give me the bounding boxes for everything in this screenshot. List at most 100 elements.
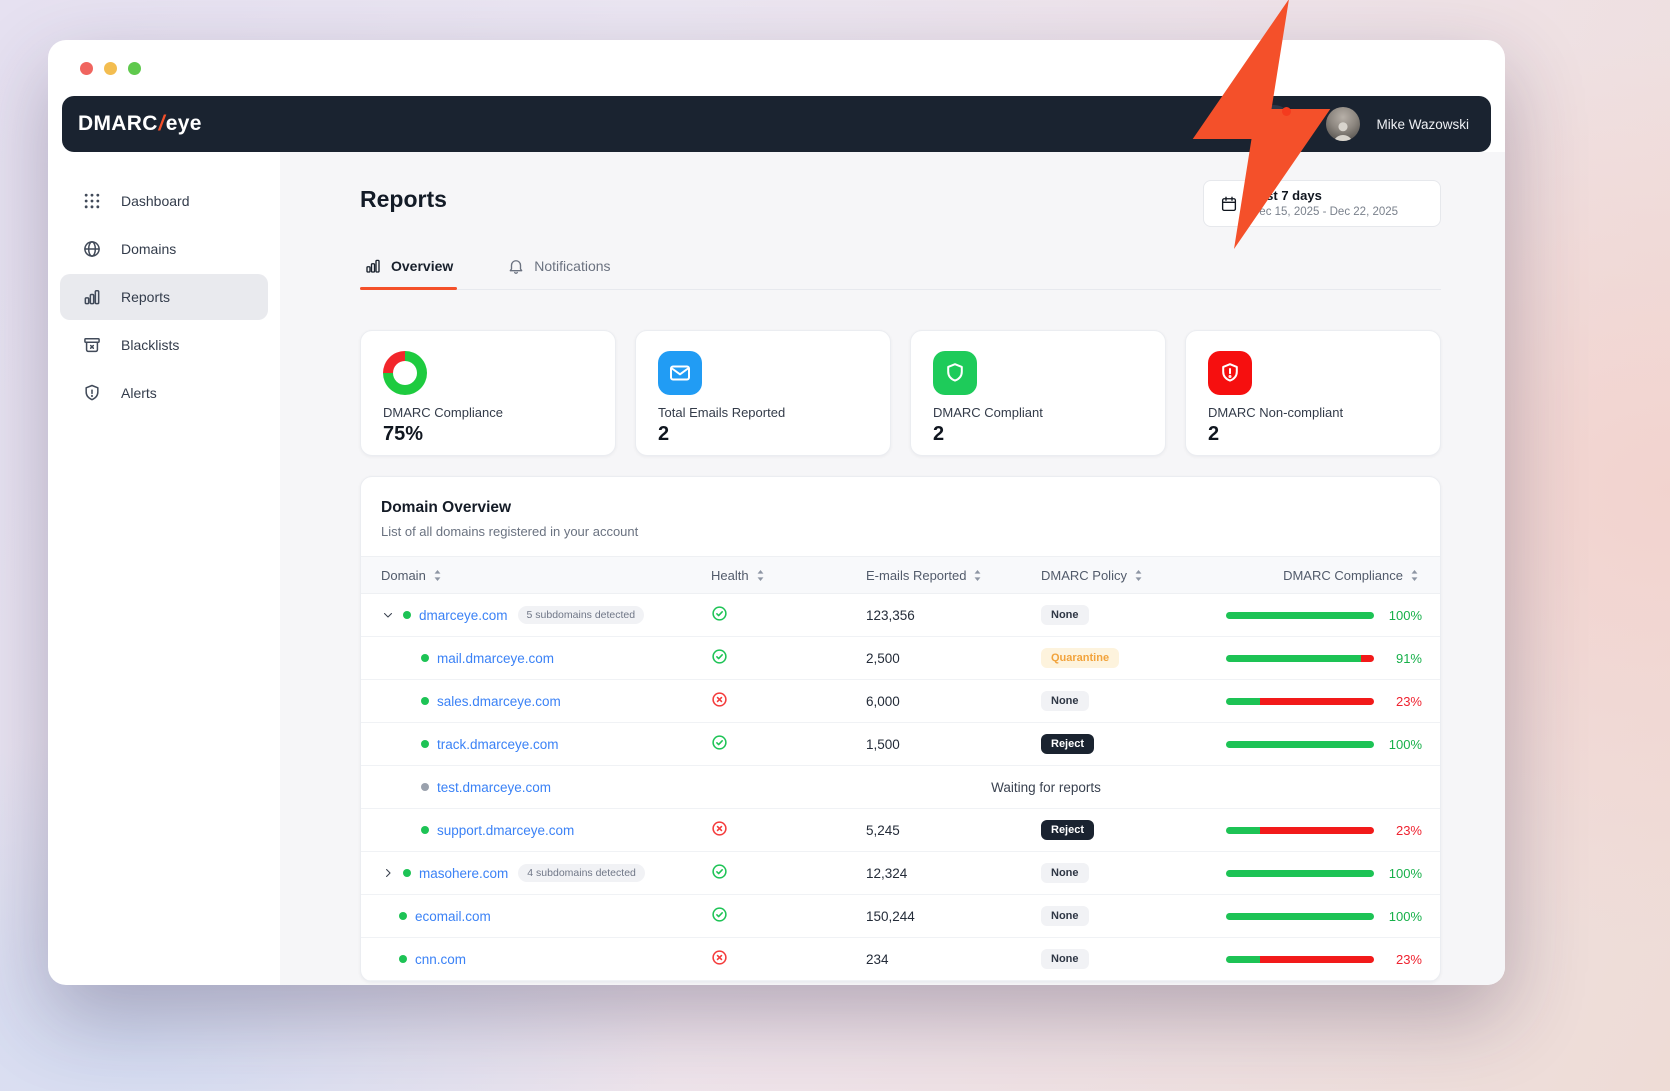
policy-badge: None: [1041, 691, 1089, 711]
table-body: dmarceye.com 5 subdomains detected 123,3…: [361, 594, 1440, 981]
tab-bar: Overview Notifications: [360, 257, 1441, 290]
status-dot: [403, 869, 411, 877]
compliance-bar: [1226, 912, 1374, 920]
status-dot: [403, 611, 411, 619]
sort-icon: [1133, 569, 1144, 582]
emails-reported-value: 2,500: [866, 650, 900, 666]
logo-slash: /: [158, 112, 165, 135]
table-row[interactable]: mail.dmarceye.com 2,500 Quarantine 91%: [361, 637, 1440, 680]
health-check-circle-icon: [711, 906, 728, 923]
stat-value: 2: [933, 423, 945, 445]
policy-badge: Reject: [1041, 820, 1095, 840]
policy-badge: None: [1041, 605, 1089, 625]
column-header-health[interactable]: Health: [711, 568, 866, 583]
page-title: Reports: [360, 186, 447, 212]
calendar-icon: [1220, 195, 1238, 213]
sidebar-item-blacklists[interactable]: Blacklists: [60, 322, 268, 368]
main-content: Reports Last 7 days Dec 15, 2025 - Dec 2…: [280, 152, 1505, 985]
column-header-label: DMARC Compliance: [1283, 567, 1403, 583]
sidebar-nav: Dashboard Domains Reports Blacklists Ale…: [48, 152, 280, 985]
stat-value: 2: [658, 423, 670, 445]
table-row[interactable]: masohere.com 4 subdomains detected 12,32…: [361, 852, 1440, 895]
domain-link[interactable]: support.dmarceye.com: [437, 822, 575, 838]
row-expander chevron-down-icon[interactable]: [381, 608, 395, 622]
column-header-label: Health: [711, 567, 749, 583]
table-row[interactable]: track.dmarceye.com 1,500 Reject 100%: [361, 723, 1440, 766]
table-row[interactable]: support.dmarceye.com 5,245 Reject 23%: [361, 809, 1440, 852]
stat-card: DMARC Compliance 75%: [360, 330, 616, 456]
status-dot: [421, 697, 429, 705]
health-x-circle-icon: [711, 820, 728, 837]
waiting-text: Waiting for reports: [991, 779, 1101, 795]
app-logo: DMARC / eye: [78, 112, 202, 136]
table-row[interactable]: dmarceye.com 5 subdomains detected 123,3…: [361, 594, 1440, 637]
table-row[interactable]: cnn.com 234 None 23%: [361, 938, 1440, 981]
traffic-light-minimize[interactable]: [104, 61, 117, 75]
column-header-dmarc-compliance[interactable]: DMARC Compliance: [1226, 568, 1420, 583]
compliance-bar: [1226, 611, 1374, 619]
sidebar-item-dashboard[interactable]: Dashboard: [60, 178, 268, 224]
sort-icon: [972, 569, 983, 582]
table-row[interactable]: test.dmarceye.com Waiting for reports: [361, 766, 1440, 809]
tab-notifications[interactable]: Notifications: [503, 257, 614, 289]
compliance-bar: [1226, 654, 1374, 662]
status-dot: [421, 826, 429, 834]
domain-link[interactable]: cnn.com: [415, 951, 467, 967]
panel-subtitle: List of all domains registered in your a…: [381, 524, 639, 539]
status-dot: [399, 912, 407, 920]
compliance-percent: 100%: [1388, 607, 1422, 623]
domain-link[interactable]: dmarceye.com: [419, 607, 508, 623]
traffic-light-close[interactable]: [80, 61, 93, 75]
compliance-percent: 23%: [1395, 822, 1422, 838]
domain-link[interactable]: test.dmarceye.com: [437, 779, 552, 795]
emails-reported-value: 234: [866, 951, 889, 967]
status-dot: [399, 955, 407, 963]
emails-reported-value: 150,244: [866, 908, 915, 924]
notification-dot: [1282, 107, 1292, 116]
sidebar-item-alerts[interactable]: Alerts: [60, 370, 268, 416]
health-check-circle-icon: [711, 605, 728, 622]
health-x-circle-icon: [711, 949, 728, 966]
row-expander chevron-right-icon[interactable]: [381, 866, 395, 880]
domain-link[interactable]: track.dmarceye.com: [437, 736, 559, 752]
sidebar-item-label: Blacklists: [121, 337, 180, 353]
compliance-percent: 23%: [1395, 693, 1422, 709]
domain-link[interactable]: masohere.com: [419, 865, 509, 881]
table-row[interactable]: sales.dmarceye.com 6,000 None 23%: [361, 680, 1440, 723]
logo-text-left: DMARC: [78, 112, 158, 135]
policy-badge: Reject: [1041, 734, 1095, 754]
traffic-light-zoom[interactable]: [128, 61, 141, 75]
policy-badge: Quarantine: [1041, 648, 1120, 668]
table-row[interactable]: ecomail.com 150,244 None 100%: [361, 895, 1440, 938]
emails-reported-value: 6,000: [866, 693, 900, 709]
domain-link[interactable]: ecomail.com: [415, 908, 491, 924]
column-header-domain[interactable]: Domain: [381, 568, 711, 583]
tab-overview[interactable]: Overview: [360, 257, 458, 290]
column-header-label: Domain: [381, 567, 426, 583]
compliance-percent: 100%: [1388, 908, 1422, 924]
domain-link[interactable]: sales.dmarceye.com: [437, 693, 561, 709]
sidebar-item-label: Dashboard: [121, 193, 190, 209]
health-check-circle-icon: [711, 863, 728, 880]
notifications-button[interactable]: [1193, 0, 1331, 249]
blacklist-box-icon: [82, 335, 102, 355]
user-avatar[interactable]: [1326, 107, 1361, 141]
bar-chart-icon: [364, 257, 382, 275]
health-x-circle-icon: [711, 691, 728, 708]
subdomains-badge: 4 subdomains detected: [518, 864, 645, 882]
column-header-label: DMARC Policy: [1041, 567, 1127, 583]
domain-link[interactable]: mail.dmarceye.com: [437, 650, 555, 666]
date-range-value: Dec 15, 2025 - Dec 22, 2025: [1251, 206, 1399, 218]
sidebar-item-domains[interactable]: Domains: [60, 226, 268, 272]
sidebar-item-reports[interactable]: Reports: [60, 274, 268, 320]
shield-alert-icon: [82, 383, 102, 403]
user-name: Mike Wazowski: [1376, 116, 1469, 132]
sort-icon: [755, 569, 766, 582]
stat-value: 2: [1208, 423, 1220, 445]
sidebar-item-label: Reports: [121, 289, 171, 305]
compliance-percent: 23%: [1395, 951, 1422, 967]
column-header-e-mails-reported[interactable]: E-mails Reported: [866, 568, 1041, 583]
email-icon: [658, 351, 702, 395]
column-header-dmarc-policy[interactable]: DMARC Policy: [1041, 568, 1226, 583]
compliance-bar: [1226, 697, 1374, 705]
